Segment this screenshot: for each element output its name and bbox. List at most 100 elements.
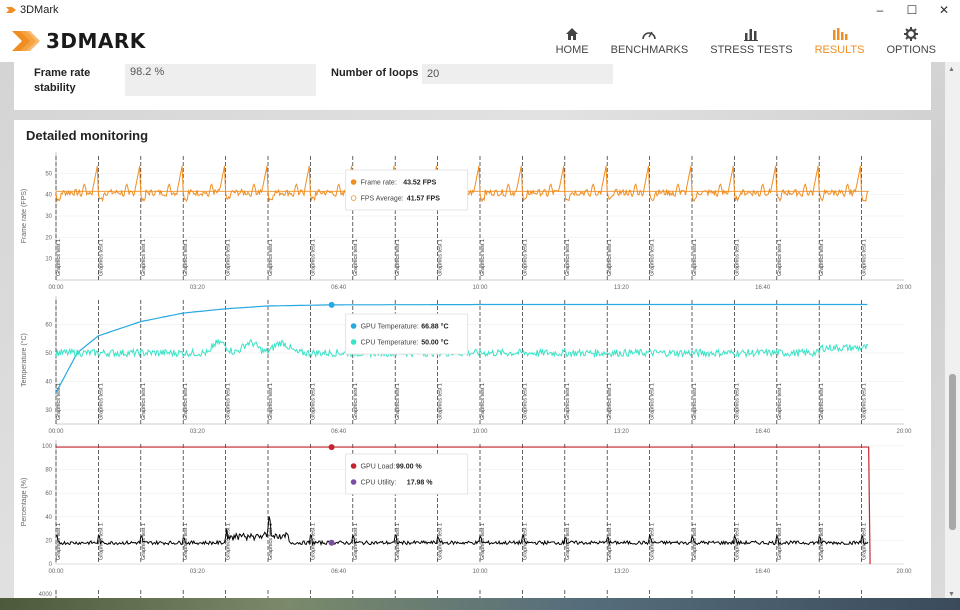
summary-card: Frame rate stability 98.2 % Number of lo… xyxy=(14,62,931,110)
minimize-button[interactable]: – xyxy=(876,3,884,17)
loop-marker-label: Graphics test 1 xyxy=(692,523,698,560)
loop-marker-label: Graphics test 1 xyxy=(650,523,656,560)
loop-marker-label: Graphics test 1 xyxy=(819,523,825,560)
legend-dot xyxy=(350,179,357,185)
nav-home[interactable]: HOME xyxy=(556,20,589,62)
y-tick-label: 60 xyxy=(45,491,52,497)
y-tick-label: 30 xyxy=(45,214,52,220)
x-tick-label: 03:20 xyxy=(190,569,206,575)
y-tick-label: 10 xyxy=(45,257,52,263)
x-tick-label: 03:20 xyxy=(190,429,206,435)
legend-dot xyxy=(350,323,357,329)
y-tick-label: 50 xyxy=(45,171,52,177)
loop-marker-label: Graphics test 1 xyxy=(310,523,316,560)
loop-marker-label: Graphics test 1 xyxy=(650,239,656,276)
maximize-button[interactable]: ☐ xyxy=(906,3,918,17)
scroll-thumb[interactable] xyxy=(949,374,956,530)
chart-3: 0 20 40 60 80 100 Percentage (%) 00:00 03:20 06:4… xyxy=(21,440,912,575)
tooltip-box xyxy=(345,313,469,355)
close-button[interactable]: ✕ xyxy=(938,3,950,17)
y-tick-label: 40 xyxy=(45,193,52,199)
loop-marker-label: Graphics test 1 xyxy=(438,239,444,276)
loop-marker-label: Graphics test 1 xyxy=(353,383,359,420)
series-line xyxy=(55,303,868,393)
tooltip-value: 17.98 % xyxy=(407,480,433,487)
loop-marker-label: Graphics test 1 xyxy=(734,523,740,560)
loop-marker-label: Graphics test 1 xyxy=(777,239,783,276)
y-axis-label: Temperature (°C) xyxy=(20,333,28,387)
loop-marker-label: Graphics test 1 xyxy=(268,523,274,560)
x-tick-label: 13:20 xyxy=(614,569,630,575)
home-icon xyxy=(566,28,579,40)
tooltip-box xyxy=(345,453,469,495)
tooltip: Frame rate: 43.52 FPS FPS Average: 41.57 FP… xyxy=(345,169,469,211)
loop-marker-label: Graphics test 1 xyxy=(862,383,868,420)
loop-marker-label: Graphics test 1 xyxy=(819,383,825,420)
loop-marker-label: Graphics test 1 xyxy=(522,239,528,276)
loop-marker-label: Graphics test 1 xyxy=(310,239,316,276)
results-content[interactable]: Frame rate stability 98.2 % Number of lo… xyxy=(0,62,960,610)
number-of-loops-label: Number of loops xyxy=(331,67,419,79)
loop-marker-label: Graphics test 1 xyxy=(183,383,189,420)
nav-options-label: OPTIONS xyxy=(886,44,936,56)
monitoring-charts[interactable]: 10 20 30 40 50 Frame rate (FPS) 00:00 03:20 06:4… xyxy=(14,150,931,610)
window-title: 3DMark xyxy=(20,4,59,16)
loop-marker-label: Graphics test 1 xyxy=(395,239,401,276)
bars-icon xyxy=(744,29,759,41)
hover-dot xyxy=(328,301,335,308)
loop-marker-label: Graphics test 1 xyxy=(480,383,486,420)
y-tick-label: 20 xyxy=(45,235,52,241)
series-line xyxy=(55,516,869,546)
scroll-up-arrow-icon[interactable]: ▲ xyxy=(948,66,955,73)
loop-marker-label: Graphics test 1 xyxy=(56,383,62,420)
x-tick-label: 13:20 xyxy=(614,285,630,291)
detailed-monitoring-title: Detailed monitoring xyxy=(26,128,149,143)
nav-options[interactable]: OPTIONS xyxy=(886,20,936,62)
x-tick-label: 20:00 xyxy=(896,429,912,435)
loop-marker-label: Graphics test 1 xyxy=(607,383,613,420)
nav-results[interactable]: RESULTS xyxy=(815,20,864,62)
loop-marker-label: Graphics test 1 xyxy=(438,383,444,420)
loop-marker-label: Graphics test 1 xyxy=(565,523,571,560)
tooltip-value: 99.00 % xyxy=(396,464,422,471)
nav-stress-tests[interactable]: STRESS TESTS xyxy=(710,20,793,62)
vertical-scrollbar[interactable]: ▲ ▼ xyxy=(945,62,960,610)
chart-1: 10 20 30 40 50 Frame rate (FPS) 00:00 03:20 06:4… xyxy=(21,152,912,291)
logo[interactable]: 3DMARK xyxy=(12,26,146,56)
frame-rate-stability-label: Frame rate stability xyxy=(34,67,91,94)
y-tick-label: 40 xyxy=(45,515,52,521)
logo-mark-icon xyxy=(12,31,40,51)
nav-benchmarks[interactable]: BENCHMARKS xyxy=(611,20,688,62)
app-header: 3DMARK HOME BENCHMARKS STRESS TESTS RESU… xyxy=(0,20,960,62)
hover-dot xyxy=(328,444,335,451)
x-tick-label: 00:00 xyxy=(48,285,64,291)
y-tick-label: 80 xyxy=(45,468,52,474)
results-icon xyxy=(832,28,848,40)
loop-marker-label: Graphics test 1 xyxy=(183,523,189,560)
tooltip-label: GPU Load: xyxy=(361,464,396,471)
loop-marker-label: Graphics test 1 xyxy=(226,239,232,276)
detailed-monitoring-card: Detailed monitoring 10 20 30 40 50 Frame rate… xyxy=(14,120,931,610)
x-tick-label: 06:40 xyxy=(331,429,347,435)
x-tick-label: 06:40 xyxy=(331,569,347,575)
loop-marker-label: Graphics test 1 xyxy=(183,239,189,276)
tooltip-value: 66.88 °C xyxy=(421,323,448,331)
loop-marker-label: Graphics test 1 xyxy=(777,523,783,560)
loop-marker-label: Graphics test 1 xyxy=(607,239,613,276)
y-axis-label: Percentage (%) xyxy=(21,478,28,527)
loop-marker-label: Graphics test 1 xyxy=(268,239,274,276)
tooltip-value: 43.52 FPS xyxy=(403,180,436,187)
x-tick-label: 16:40 xyxy=(755,569,771,575)
loop-marker-label: Graphics test 1 xyxy=(522,383,528,420)
tooltip-label: CPU Utility: xyxy=(361,480,397,487)
scroll-down-arrow-icon[interactable]: ▼ xyxy=(948,591,955,598)
nav-stress-tests-label: STRESS TESTS xyxy=(710,44,793,56)
loop-marker-label: Graphics test 1 xyxy=(692,383,698,420)
loop-marker-label: Graphics test 1 xyxy=(310,383,316,420)
y-tick-label: 100 xyxy=(42,444,53,450)
loop-marker-label: Graphics test 1 xyxy=(819,239,825,276)
series-line xyxy=(56,446,871,565)
x-tick-label: 06:40 xyxy=(331,285,347,291)
loop-marker-label: Graphics test 1 xyxy=(734,383,740,420)
x-tick-label: 20:00 xyxy=(896,285,912,291)
